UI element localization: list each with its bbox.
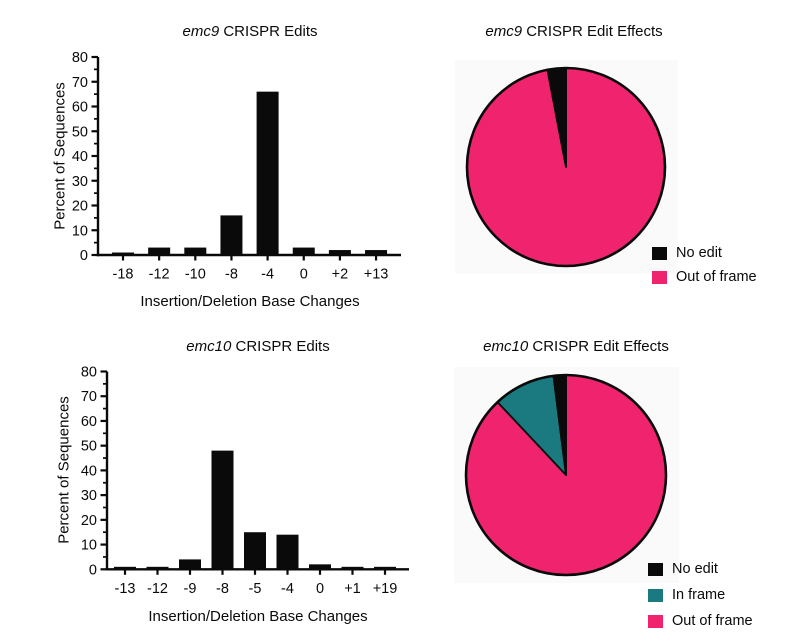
y-tick-label: 50: [81, 439, 97, 455]
out-of-frame-swatch: [652, 270, 667, 284]
emc10-pie-legend: No edit In frame Out of frame: [648, 561, 753, 639]
emc10-crispr-edits-bar-chart: 0 10 20 30 40 50 60 70 80 -13 -12 -9 -8 -5 -4 0 +1 +19: [81, 365, 409, 597]
legend-item-no-edit: No edit: [648, 561, 753, 577]
bar: [244, 532, 266, 570]
emc9-bar-chart-title: emc9 CRISPR Edits: [182, 23, 317, 40]
bar: [148, 247, 171, 255]
x-tick-label: -12: [149, 267, 170, 283]
bar: [184, 247, 207, 255]
legend-label: In frame: [672, 587, 726, 603]
x-tick-label: -8: [216, 581, 229, 597]
legend-label: No edit: [676, 245, 722, 261]
pie-outline: [464, 373, 668, 577]
y-tick-label: 30: [81, 488, 97, 504]
bar: [365, 250, 388, 255]
y-tick-label: 20: [72, 199, 88, 215]
title-rest: CRISPR Edits: [219, 23, 318, 40]
emc9-pie-chart-title: emc9 CRISPR Edit Effects: [485, 23, 662, 40]
x-tick-label: +13: [364, 267, 389, 283]
emc10-bar-chart-title: emc10 CRISPR Edits: [186, 338, 329, 355]
bar: [374, 566, 396, 570]
gene-name: emc9: [182, 23, 220, 40]
bar: [276, 534, 299, 570]
y-tick-label: 40: [81, 463, 97, 479]
legend-item-out-of-frame: Out of frame: [652, 269, 757, 285]
bar: [292, 247, 315, 255]
no-edit-swatch: [652, 246, 667, 260]
y-tick-label: 50: [72, 124, 88, 140]
emc10-crispr-edit-effects-pie-chart: [454, 367, 679, 583]
y-tick-label: 30: [72, 174, 88, 190]
bar: [341, 566, 364, 570]
y-tick-label: 70: [72, 75, 88, 91]
x-tick-label: 0: [316, 581, 324, 597]
gene-name: emc9: [485, 23, 523, 40]
emc9-y-axis-title: Percent of Sequences: [51, 82, 69, 230]
y-tick-label: 60: [81, 414, 97, 430]
x-tick-label: -10: [185, 267, 206, 283]
emc9-x-axis-title: Insertion/Deletion Base Changes: [140, 293, 360, 310]
title-rest: CRISPR Edit Effects: [528, 338, 669, 355]
y-tick-label: 20: [81, 513, 97, 529]
x-tick-label: -18: [113, 267, 134, 283]
x-tick-label: 0: [300, 267, 308, 283]
emc9-crispr-edit-effects-pie-chart: [455, 60, 678, 274]
gene-name: emc10: [186, 338, 232, 355]
bar: [112, 252, 134, 255]
bar: [211, 450, 234, 570]
y-tick-label: 80: [72, 50, 88, 66]
y-tick-label: 40: [72, 149, 88, 165]
bar: [309, 564, 331, 570]
legend-item-out-of-frame: Out of frame: [648, 613, 753, 629]
x-tick-label: -12: [147, 581, 168, 597]
emc10-y-axis-title: Percent of Sequences: [55, 396, 73, 544]
bar: [146, 566, 169, 570]
gene-name: emc10: [483, 338, 529, 355]
x-tick-label: +19: [373, 581, 398, 597]
x-tick-label: -13: [115, 581, 136, 597]
legend-label: Out of frame: [672, 613, 753, 629]
x-tick-label: -4: [281, 581, 294, 597]
x-tick-label: +1: [344, 581, 361, 597]
y-tick-label: 0: [89, 562, 97, 578]
y-tick-label: 10: [72, 223, 88, 239]
bar: [256, 91, 279, 256]
emc10-x-axis-title: Insertion/Deletion Base Changes: [148, 608, 368, 625]
emc9-pie-legend: No edit Out of frame: [652, 245, 757, 293]
pie-outline: [465, 66, 667, 268]
no-edit-swatch: [648, 562, 663, 576]
title-rest: CRISPR Edits: [231, 338, 330, 355]
in-frame-swatch: [648, 588, 663, 602]
bar: [114, 566, 136, 570]
out-of-frame-swatch: [648, 614, 663, 628]
x-tick-label: -4: [261, 267, 274, 283]
emc10-pie-chart-title: emc10 CRISPR Edit Effects: [483, 338, 669, 355]
x-tick-label: -5: [249, 581, 262, 597]
bar: [179, 559, 201, 570]
bar: [220, 215, 243, 255]
legend-item-in-frame: In frame: [648, 587, 753, 603]
emc9-crispr-edits-bar-chart: 0 10 20 30 40 50 60 70 80 -18 -12 -10 -8 -4 0 +2 +13: [72, 50, 401, 283]
x-tick-label: -8: [225, 267, 238, 283]
legend-label: Out of frame: [676, 269, 757, 285]
bar: [328, 250, 351, 255]
y-tick-label: 70: [81, 389, 97, 405]
x-tick-label: +2: [332, 267, 349, 283]
legend-label: No edit: [672, 561, 718, 577]
title-rest: CRISPR Edit Effects: [522, 23, 663, 40]
y-tick-label: 80: [81, 365, 97, 381]
x-tick-label: -9: [184, 581, 197, 597]
legend-item-no-edit: No edit: [652, 245, 757, 261]
y-tick-label: 10: [81, 538, 97, 554]
y-tick-label: 60: [72, 100, 88, 116]
y-tick-label: 0: [80, 248, 88, 264]
